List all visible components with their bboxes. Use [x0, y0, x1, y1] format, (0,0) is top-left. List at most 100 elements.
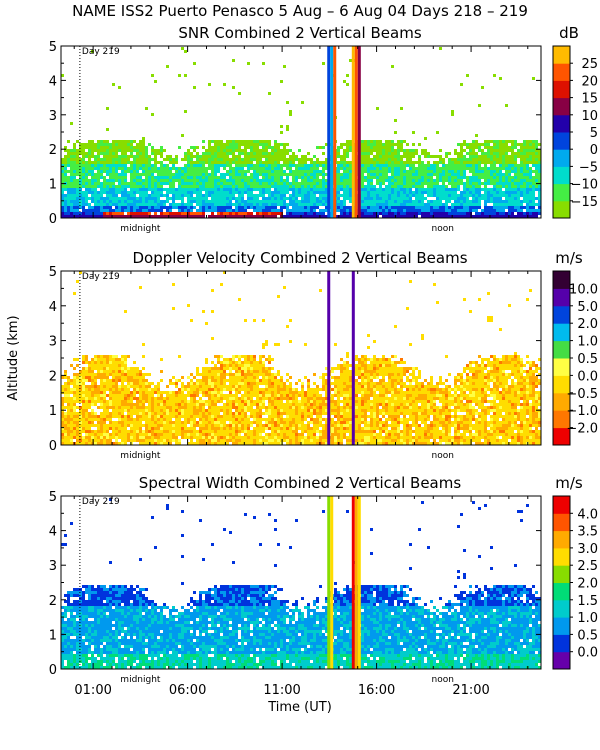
heatmap-cell — [199, 179, 202, 182]
heatmap-cell — [64, 185, 67, 188]
heatmap-cell — [196, 433, 199, 436]
heatmap-cell — [109, 382, 112, 385]
heatmap-cell — [205, 439, 208, 442]
heatmap-cell — [91, 379, 94, 382]
heatmap-cell — [79, 188, 82, 191]
heatmap-cell — [166, 209, 169, 212]
heatmap-cell — [142, 200, 145, 203]
heatmap-cell — [262, 140, 265, 143]
heatmap-cell — [289, 173, 292, 176]
heatmap-cell — [349, 185, 352, 188]
heatmap-cell — [484, 185, 487, 188]
heatmap-cell — [475, 206, 478, 209]
heatmap-cell — [256, 215, 259, 218]
heatmap-cell — [145, 188, 148, 191]
heatmap-cell — [229, 152, 232, 155]
heatmap-cell — [205, 382, 208, 385]
heatmap-cell — [76, 149, 79, 152]
heatmap-cell — [448, 206, 451, 209]
heatmap-cell — [418, 167, 421, 170]
heatmap-cell — [220, 140, 223, 143]
heatmap-cell — [265, 164, 268, 167]
colorbar-label: −15 — [571, 195, 598, 210]
heatmap-cell — [205, 158, 208, 161]
heatmap-cell — [367, 212, 370, 215]
heatmap-cell — [322, 200, 325, 203]
heatmap-cell — [520, 188, 523, 191]
heatmap-cell — [481, 167, 484, 170]
heatmap-cell — [121, 197, 124, 200]
heatmap-cell — [502, 212, 505, 215]
heatmap-cell — [295, 179, 298, 182]
heatmap-cell — [238, 158, 241, 161]
heatmap-cell — [118, 424, 121, 427]
heatmap-cell — [259, 191, 262, 194]
heatmap-cell — [97, 194, 100, 197]
heatmap-cell — [433, 155, 436, 158]
heatmap-cell — [115, 188, 118, 191]
heatmap-cell — [436, 191, 439, 194]
heatmap-cell — [91, 170, 94, 173]
heatmap-cell — [202, 152, 205, 155]
heatmap-cell — [346, 215, 349, 218]
heatmap-cell — [412, 200, 415, 203]
heatmap-cell — [166, 418, 169, 421]
heatmap-cell — [130, 161, 133, 164]
heatmap-cell — [148, 200, 151, 203]
heatmap-cell — [97, 206, 100, 209]
heatmap-cell — [292, 182, 295, 185]
heatmap-cell — [112, 194, 115, 197]
heatmap-cell — [499, 170, 502, 173]
heatmap-cell — [103, 143, 106, 146]
heatmap-cell — [148, 433, 151, 436]
heatmap-cell — [487, 161, 490, 164]
heatmap-cell — [64, 412, 67, 415]
heatmap-cell — [274, 152, 277, 155]
heatmap-cell — [379, 167, 382, 170]
heatmap-cell — [163, 158, 166, 161]
heatmap-cell — [172, 406, 175, 409]
heatmap-cell — [406, 182, 409, 185]
heatmap-cell — [382, 191, 385, 194]
heatmap-cell — [529, 206, 532, 209]
heatmap-cell — [76, 280, 79, 283]
heatmap-cell — [271, 161, 274, 164]
heatmap-cell — [181, 394, 184, 397]
heatmap-cell — [529, 161, 532, 164]
heatmap-cell — [223, 152, 226, 155]
heatmap-cell — [148, 415, 151, 418]
heatmap-cell — [88, 406, 91, 409]
heatmap-cell — [70, 173, 73, 176]
heatmap-cell — [538, 194, 541, 197]
heatmap-cell — [76, 397, 79, 400]
heatmap-cell — [295, 197, 298, 200]
heatmap-cell — [154, 403, 157, 406]
heatmap-cell — [211, 155, 214, 158]
heatmap-cell — [349, 200, 352, 203]
heatmap-cell — [427, 203, 430, 206]
heatmap-cell — [121, 188, 124, 191]
heatmap-cell — [67, 203, 70, 206]
heatmap-cell — [172, 164, 175, 167]
heatmap-cell — [265, 182, 268, 185]
heatmap-cell — [250, 155, 253, 158]
heatmap-cell — [64, 149, 67, 152]
heatmap-cell — [202, 433, 205, 436]
heatmap-cell — [73, 406, 76, 409]
heatmap-cell — [133, 361, 136, 364]
heatmap-cell — [466, 74, 469, 77]
heatmap-cell — [448, 173, 451, 176]
heatmap-cell — [514, 170, 517, 173]
heatmap-cell — [247, 203, 250, 206]
heatmap-cell — [187, 436, 190, 439]
heatmap-cell — [118, 188, 121, 191]
heatmap-cell — [469, 188, 472, 191]
heatmap-cell — [103, 391, 106, 394]
heatmap-cell — [349, 143, 352, 146]
heatmap-cell — [385, 149, 388, 152]
heatmap-cell — [82, 212, 85, 215]
heatmap-cell — [178, 400, 181, 403]
heatmap-cell — [142, 373, 145, 376]
heatmap-cell — [454, 164, 457, 167]
heatmap-cell — [166, 188, 169, 191]
